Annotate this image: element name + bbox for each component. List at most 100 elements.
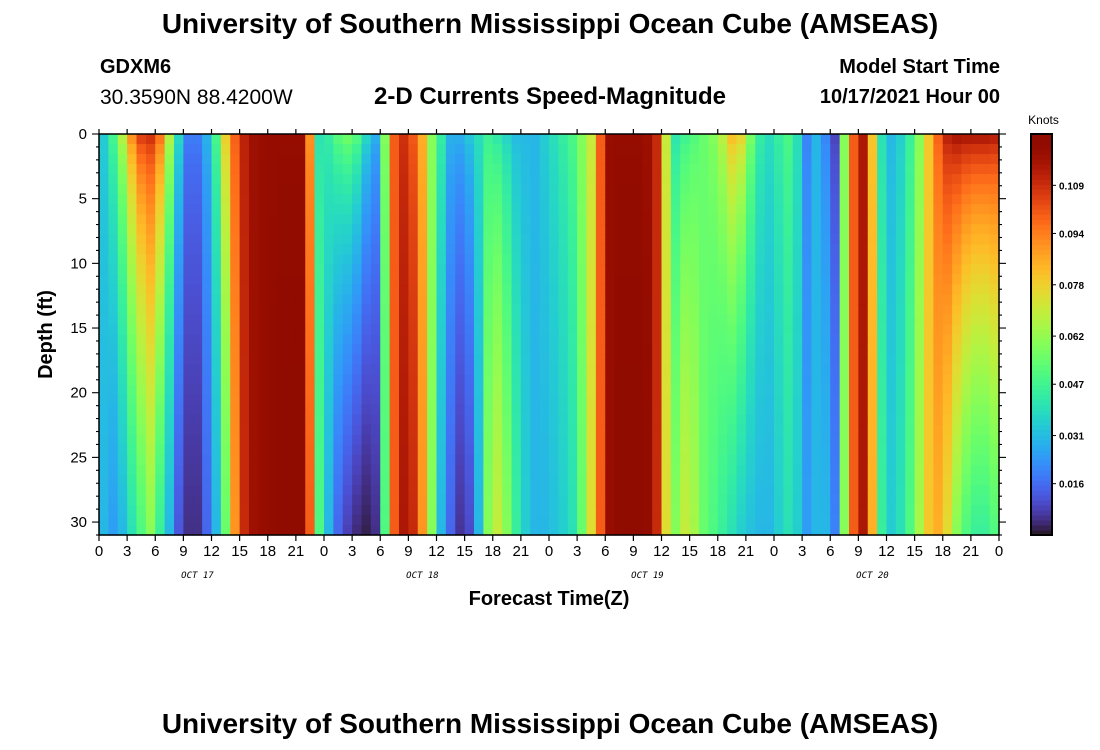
heatmap-cell: [117, 304, 128, 316]
heatmap-cell: [558, 434, 569, 446]
heatmap-cell: [427, 404, 438, 416]
heatmap-cell: [933, 234, 944, 245]
heatmap-cell: [136, 364, 147, 376]
heatmap-cell: [277, 154, 288, 165]
heatmap-cell: [727, 374, 738, 386]
heatmap-cell: [886, 404, 897, 416]
heatmap-cell: [961, 524, 972, 536]
heatmap-cell: [849, 394, 859, 406]
heatmap-cell: [520, 484, 531, 496]
heatmap-cell: [877, 154, 888, 165]
heatmap-cell: [202, 384, 213, 396]
heatmap-cell: [820, 184, 831, 195]
heatmap-cell: [399, 494, 409, 506]
heatmap-cell: [595, 464, 606, 476]
heatmap-cell: [652, 224, 663, 235]
heatmap-cell: [370, 494, 381, 506]
heatmap-cell: [558, 294, 569, 306]
heatmap-cell: [445, 264, 456, 275]
heatmap-cell: [745, 234, 756, 245]
heatmap-cell: [380, 314, 391, 326]
heatmap-cell: [755, 364, 766, 376]
heatmap-cell: [230, 324, 241, 336]
heatmap-cell: [858, 434, 869, 446]
heatmap-cell: [614, 294, 625, 306]
heatmap-cell: [324, 194, 334, 205]
heatmap-cell: [464, 184, 475, 195]
heatmap-cell: [670, 344, 681, 356]
heatmap-cell: [305, 334, 316, 346]
heatmap-cell: [961, 264, 972, 275]
heatmap-cell: [258, 244, 269, 255]
heatmap-cell: [877, 514, 888, 526]
heatmap-cell: [239, 154, 250, 165]
heatmap-cell: [174, 204, 184, 215]
heatmap-cell: [745, 504, 756, 516]
x-tick-label: 15: [456, 543, 473, 560]
heatmap-cell: [586, 144, 597, 155]
heatmap-cell: [895, 454, 906, 466]
heatmap-cell: [783, 134, 794, 145]
heatmap-cell: [764, 284, 775, 295]
heatmap-cell: [661, 414, 672, 426]
heatmap-cell: [642, 294, 653, 306]
colorbar-frame: [1030, 133, 1053, 536]
heatmap-cell: [858, 214, 869, 225]
heatmap-cell: [511, 214, 522, 225]
heatmap-cell: [230, 164, 241, 175]
heatmap-cell: [258, 304, 269, 316]
heatmap-cell: [652, 244, 663, 255]
heatmap-cell: [802, 134, 813, 145]
heatmap-cell: [445, 174, 456, 185]
heatmap-cell: [520, 264, 531, 275]
heatmap-cell: [661, 214, 672, 225]
heatmap-cell: [295, 404, 306, 416]
heatmap-cell: [670, 494, 681, 506]
heatmap-cell: [530, 324, 541, 336]
heatmap-cell: [192, 264, 203, 275]
heatmap-cell: [455, 324, 466, 336]
heatmap-cell: [192, 284, 203, 295]
heatmap-cell: [820, 154, 831, 165]
heatmap-cell: [586, 174, 597, 185]
heatmap-cell: [174, 134, 184, 145]
heatmap-cell: [267, 194, 278, 205]
heatmap-cell: [108, 324, 119, 336]
heatmap-cell: [455, 214, 466, 225]
heatmap-cell: [361, 444, 372, 456]
heatmap-cell: [802, 404, 813, 416]
heatmap-cell: [839, 444, 850, 456]
heatmap-cell: [108, 194, 119, 205]
heatmap-cell: [952, 384, 963, 396]
heatmap-cell: [774, 414, 784, 426]
heatmap-cell: [342, 464, 353, 476]
heatmap-cell: [783, 354, 794, 366]
heatmap-cell: [783, 394, 794, 406]
heatmap-cell: [474, 404, 484, 416]
heatmap-cell: [989, 204, 1000, 215]
heatmap-cell: [886, 284, 897, 295]
heatmap-cell: [661, 394, 672, 406]
heatmap-cell: [342, 294, 353, 306]
heatmap-cell: [755, 154, 766, 165]
heatmap-cell: [699, 524, 709, 536]
heatmap-cell: [549, 524, 559, 536]
heatmap-cell: [924, 484, 934, 496]
colorbar-swatch: [1031, 149, 1052, 155]
heatmap-cell: [699, 504, 709, 516]
heatmap-cell: [745, 524, 756, 536]
heatmap-cell: [567, 494, 578, 506]
heatmap-cell: [736, 154, 747, 165]
heatmap-cell: [605, 374, 616, 386]
heatmap-cell: [174, 404, 184, 416]
heatmap-cell: [867, 294, 878, 306]
heatmap-cells: [99, 134, 1000, 536]
heatmap-cell: [352, 304, 363, 316]
heatmap-cell: [502, 514, 513, 526]
heatmap-cell: [267, 494, 278, 506]
heatmap-cell: [502, 384, 513, 396]
heatmap-cell: [445, 244, 456, 255]
heatmap-cell: [727, 364, 738, 376]
heatmap-cell: [708, 314, 719, 326]
model-start-value: 10/17/2021 Hour 00: [819, 86, 1000, 108]
